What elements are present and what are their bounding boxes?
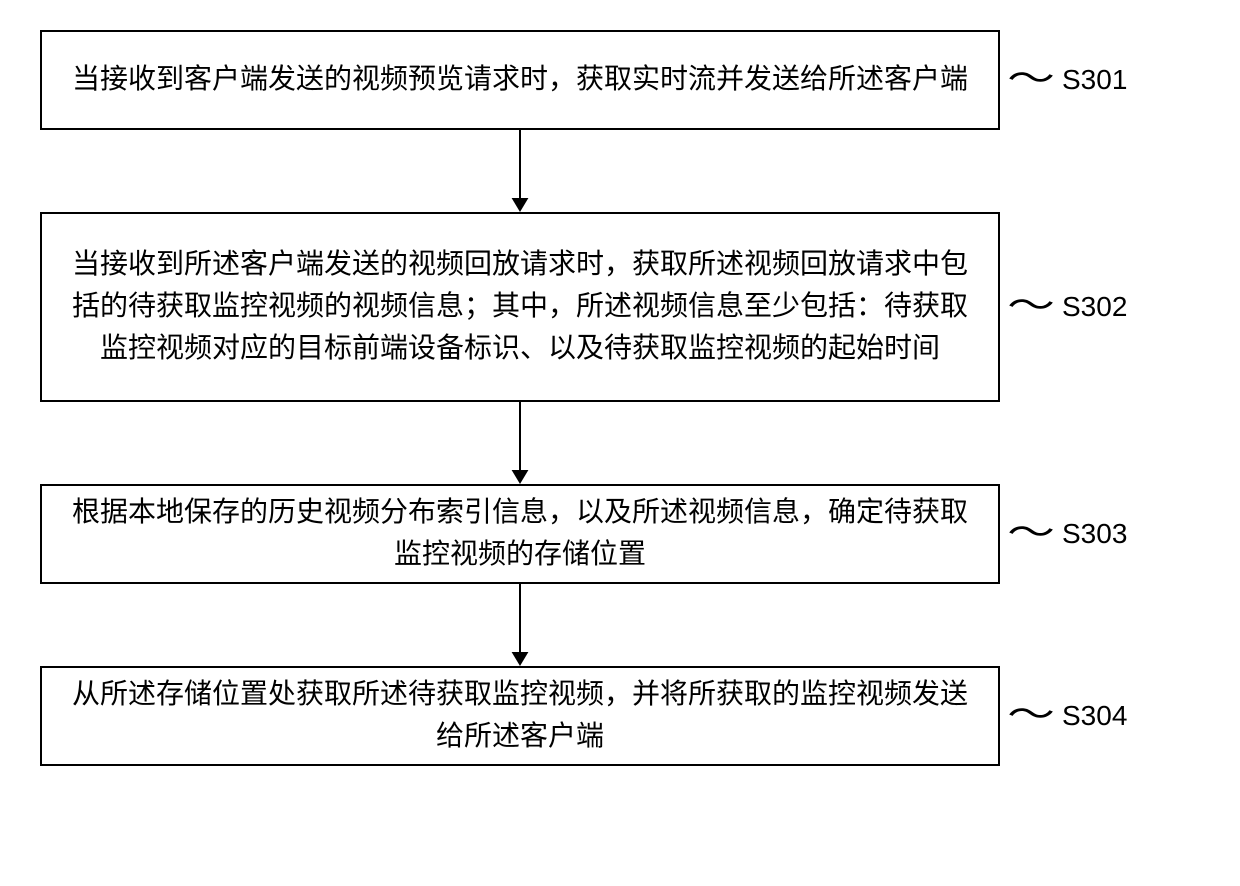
flowchart-container: 当接收到客户端发送的视频预览请求时，获取实时流并发送给所述客户端～S301当接收… (40, 30, 1200, 766)
flow-arrow (40, 130, 1000, 212)
step-label: S301 (1062, 64, 1127, 96)
flow-step-box: 从所述存储位置处获取所述待获取监控视频，并将所获取的监控视频发送给所述客户端 (40, 666, 1000, 766)
flow-step: 从所述存储位置处获取所述待获取监控视频，并将所获取的监控视频发送给所述客户端～S… (40, 666, 1200, 766)
step-label: S302 (1062, 291, 1127, 323)
tilde-connector: ～ (1007, 699, 1055, 733)
flow-step-box: 根据本地保存的历史视频分布索引信息，以及所述视频信息，确定待获取监控视频的存储位… (40, 484, 1000, 584)
step-label-group: ～S304 (1014, 699, 1127, 733)
flow-step: 当接收到客户端发送的视频预览请求时，获取实时流并发送给所述客户端～S301 (40, 30, 1200, 130)
step-label: S303 (1062, 518, 1127, 550)
flow-step-box: 当接收到客户端发送的视频预览请求时，获取实时流并发送给所述客户端 (40, 30, 1000, 130)
flow-step: 当接收到所述客户端发送的视频回放请求时，获取所述视频回放请求中包括的待获取监控视… (40, 212, 1200, 402)
flow-step: 根据本地保存的历史视频分布索引信息，以及所述视频信息，确定待获取监控视频的存储位… (40, 484, 1200, 584)
tilde-connector: ～ (1007, 290, 1055, 324)
tilde-connector: ～ (1007, 63, 1055, 97)
flow-step-box: 当接收到所述客户端发送的视频回放请求时，获取所述视频回放请求中包括的待获取监控视… (40, 212, 1000, 402)
step-label-group: ～S301 (1014, 63, 1127, 97)
flow-arrow (40, 402, 1000, 484)
step-label-group: ～S303 (1014, 517, 1127, 551)
flow-arrow (40, 584, 1000, 666)
step-label: S304 (1062, 700, 1127, 732)
tilde-connector: ～ (1007, 517, 1055, 551)
step-label-group: ～S302 (1014, 290, 1127, 324)
